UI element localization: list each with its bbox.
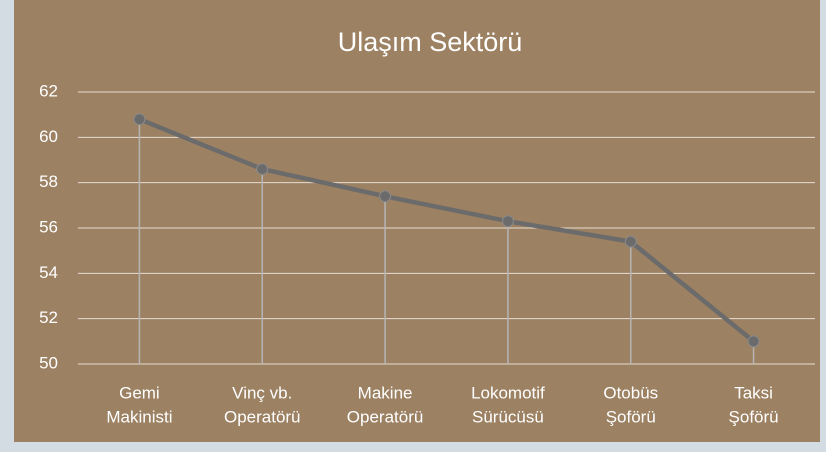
x-tick-label: Şoförü <box>606 407 656 426</box>
x-tick-label: Taksi <box>734 383 773 402</box>
x-tick-label: Şoförü <box>729 407 779 426</box>
point-marker <box>747 335 760 348</box>
x-tick-label: Otobüs <box>603 383 658 402</box>
point-marker <box>379 190 392 203</box>
series-line <box>138 117 756 344</box>
x-tick-label: Gemi <box>119 383 160 402</box>
point-marker <box>624 235 637 248</box>
y-tick-label: 60 <box>39 127 58 146</box>
x-tick-label: Sürücüsü <box>472 407 544 426</box>
x-tick-label: Operatörü <box>347 407 424 426</box>
point-marker <box>256 163 269 176</box>
x-tick-label: Vinç vb. <box>232 383 292 402</box>
x-tick-label: Operatörü <box>224 407 301 426</box>
y-tick-label: 58 <box>39 172 58 191</box>
y-tick-label: 54 <box>39 263 58 282</box>
x-tick-label: Lokomotif <box>471 383 545 402</box>
y-tick-label: 62 <box>39 81 58 100</box>
point-marker <box>501 215 514 228</box>
y-tick-label: 56 <box>39 217 58 236</box>
y-tick-label: 52 <box>39 308 58 327</box>
chart-title: Ulaşım Sektörü <box>338 27 523 57</box>
x-tick-label: Makine <box>358 383 413 402</box>
y-tick-label: 50 <box>39 353 58 372</box>
x-tick-label: Makinisti <box>106 407 172 426</box>
point-marker <box>133 113 146 126</box>
chart-background <box>14 0 820 442</box>
